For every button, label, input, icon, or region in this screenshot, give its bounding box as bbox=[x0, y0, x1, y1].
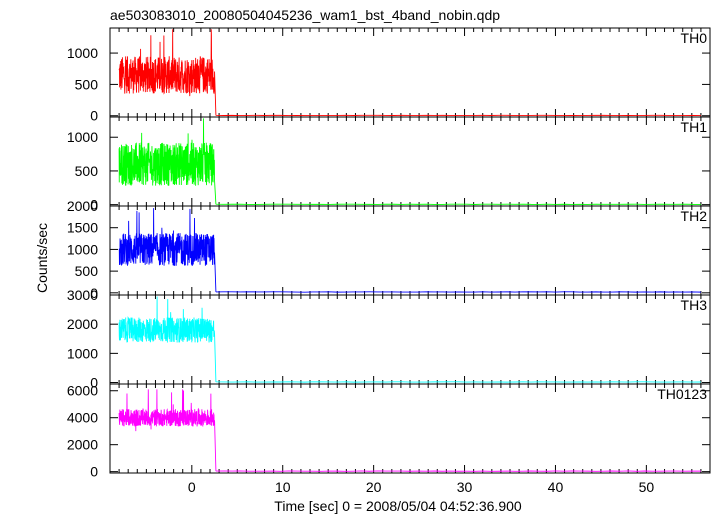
y-tick-label: 0 bbox=[90, 197, 98, 213]
x-tick-label: 10 bbox=[275, 479, 291, 495]
series-line-th1 bbox=[118, 118, 701, 205]
panel-th0123: 0 2000 4000 6000 TH0123 0 10 20 30 40 50 bbox=[67, 383, 711, 495]
y-tick-label: 2000 bbox=[67, 198, 98, 214]
x-tick-label: 40 bbox=[548, 479, 564, 495]
y-tick-label: 1000 bbox=[67, 129, 98, 145]
panel-label: TH0123 bbox=[657, 386, 707, 402]
x-tick-label: 0 bbox=[188, 479, 196, 495]
series-line-th3 bbox=[118, 296, 701, 383]
y-tick-label: 0 bbox=[90, 285, 98, 301]
x-tick-label: 30 bbox=[457, 479, 473, 495]
panel-frame bbox=[109, 383, 711, 474]
series-line-th0123 bbox=[118, 389, 701, 472]
y-tick-label: 2000 bbox=[67, 316, 98, 332]
y-tick-label: 500 bbox=[75, 263, 99, 279]
y-tick-label: 1000 bbox=[67, 345, 98, 361]
y-tick-label: 6000 bbox=[67, 383, 98, 399]
y-tick-label: 500 bbox=[75, 163, 99, 179]
series-line-th2 bbox=[118, 208, 701, 293]
series-line-th0 bbox=[118, 29, 701, 117]
y-tick-label: 3000 bbox=[67, 287, 98, 303]
y-tick-label: 0 bbox=[90, 375, 98, 391]
panel-th0: 0 500 1000 TH0 bbox=[67, 27, 711, 124]
y-tick-label: 1000 bbox=[67, 241, 98, 257]
y-tick-label: 1500 bbox=[67, 220, 98, 236]
y-axis-label: Counts/sec bbox=[34, 223, 50, 293]
panel-label: TH0 bbox=[681, 30, 708, 46]
panel-label: TH1 bbox=[681, 119, 708, 135]
y-tick-label: 0 bbox=[90, 108, 98, 124]
panel-th2: 0 500 1000 1500 2000 TH2 bbox=[67, 198, 711, 301]
y-tick-label: 2000 bbox=[67, 437, 98, 453]
y-tick-label: 500 bbox=[75, 76, 99, 92]
panel-th3: 0 1000 2000 3000 TH3 bbox=[67, 287, 711, 391]
panel-th1: 0 500 1000 TH1 bbox=[67, 116, 711, 213]
panels-group: 05001000TH005001000TH10500100015002000TH… bbox=[67, 27, 711, 495]
chart-title: ae503083010_20080504045236_wam1_bst_4ban… bbox=[110, 7, 500, 23]
y-tick-label: 1000 bbox=[67, 45, 98, 61]
panel-label: TH3 bbox=[681, 297, 708, 313]
x-tick-label: 50 bbox=[639, 479, 655, 495]
x-axis-label: Time [sec] 0 = 2008/05/04 04:52:36.900 bbox=[274, 498, 522, 514]
y-tick-label: 4000 bbox=[67, 410, 98, 426]
panel-label: TH2 bbox=[681, 208, 708, 224]
x-tick-label: 20 bbox=[366, 479, 382, 495]
y-tick-label: 0 bbox=[90, 464, 98, 480]
